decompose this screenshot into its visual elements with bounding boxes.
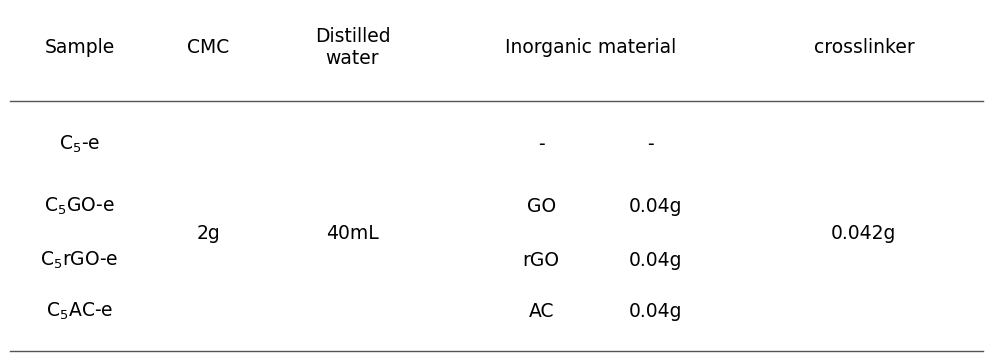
Text: C$_5$GO-e: C$_5$GO-e: [44, 196, 115, 217]
Text: -: -: [647, 135, 653, 154]
Text: GO: GO: [526, 197, 556, 216]
Text: 0.04g: 0.04g: [629, 197, 682, 216]
Text: Inorganic material: Inorganic material: [505, 38, 676, 56]
Text: crosslinker: crosslinker: [813, 38, 915, 56]
Text: 40mL: 40mL: [326, 224, 379, 243]
Text: 2g: 2g: [197, 224, 220, 243]
Text: Sample: Sample: [45, 38, 114, 56]
Text: C$_5$AC-e: C$_5$AC-e: [46, 301, 113, 322]
Text: 0.04g: 0.04g: [629, 302, 682, 321]
Text: 0.042g: 0.042g: [831, 224, 897, 243]
Text: Distilled
water: Distilled water: [315, 26, 390, 68]
Text: rGO: rGO: [522, 251, 560, 270]
Text: C$_5$rGO-e: C$_5$rGO-e: [40, 250, 119, 271]
Text: CMC: CMC: [188, 38, 229, 56]
Text: -: -: [538, 135, 544, 154]
Text: 0.04g: 0.04g: [629, 251, 682, 270]
Text: C$_5$-e: C$_5$-e: [59, 134, 100, 155]
Text: AC: AC: [528, 302, 554, 321]
